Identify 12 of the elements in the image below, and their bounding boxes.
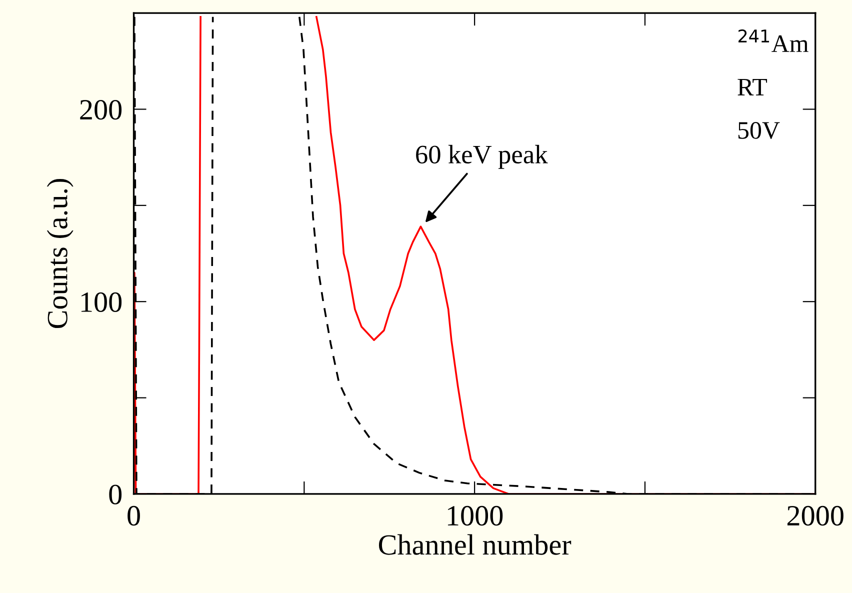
annotation: 60 keV peak (416, 144, 548, 169)
annotation: RT (738, 78, 768, 96)
x-tick-label: 1000 (448, 506, 503, 526)
y-tick-label: 100 (81, 292, 122, 312)
x-tick-label: 2000 (787, 506, 844, 526)
x-tick-label: 0 (128, 506, 140, 526)
annotation: 50V (738, 122, 780, 139)
annotation: $^{241}$Am (738, 29, 808, 52)
y-tick-label: 0 (109, 484, 122, 504)
y-axis-title: Counts (a.u.) (46, 179, 74, 328)
x-axis-title: Channel number (378, 534, 572, 555)
y-tick-label: 200 (80, 100, 122, 120)
